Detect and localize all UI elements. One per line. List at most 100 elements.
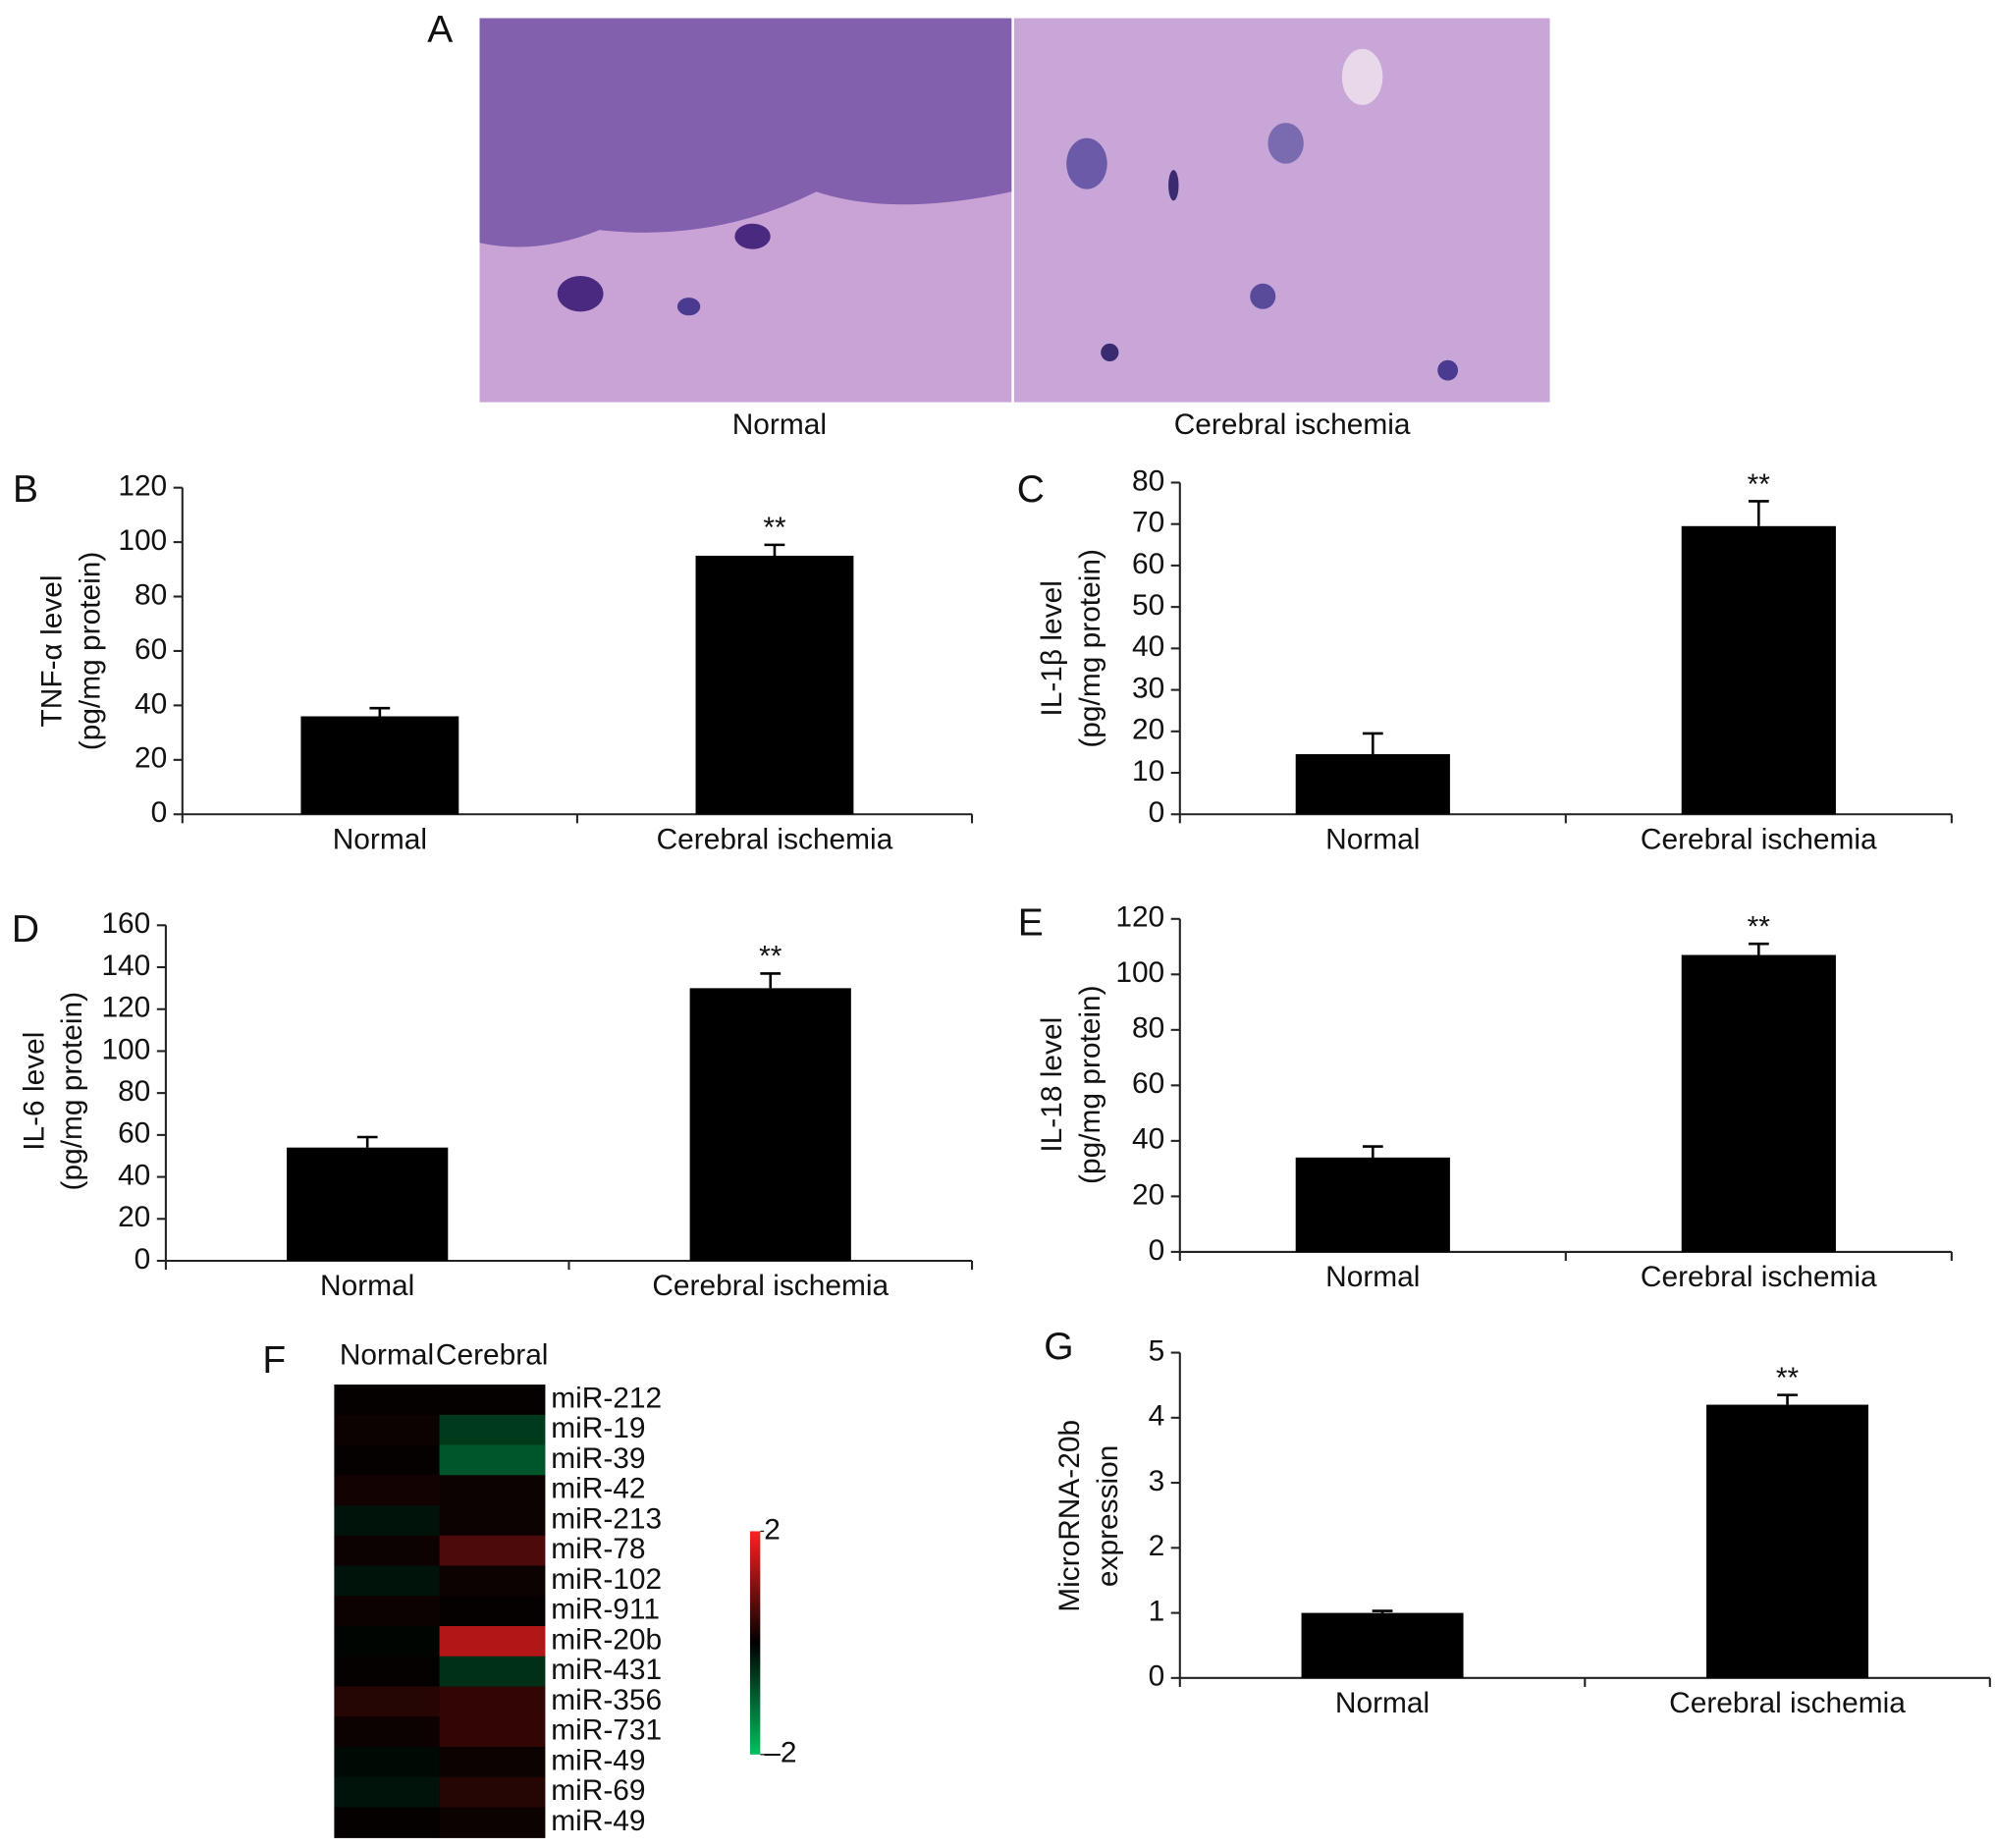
image-caption: Normal <box>732 408 827 441</box>
bar <box>1706 1404 1869 1678</box>
heatmap-cell <box>439 1505 546 1537</box>
image-caption: Cerebral ischemia <box>1174 408 1411 441</box>
x-tick-label: Normal <box>1335 1687 1429 1719</box>
y-tick-label: 60 <box>118 1117 150 1150</box>
panel-letter: C <box>1017 468 1045 511</box>
y-tick-label: 20 <box>135 742 167 775</box>
y-tick-label: 160 <box>101 907 150 940</box>
heatmap-cell <box>439 1626 546 1658</box>
y-tick-label: 1 <box>1149 1595 1165 1627</box>
x-tick-label: Cerebral ischemia <box>1669 1687 1906 1719</box>
heatmap-cell <box>439 1686 546 1717</box>
significance-label: ** <box>759 941 782 973</box>
heatmap-cell <box>439 1475 546 1506</box>
heatmap-cell <box>334 1505 441 1537</box>
heatmap-cell <box>334 1747 441 1778</box>
cell <box>1437 359 1459 381</box>
y-tick-label: 20 <box>1132 714 1164 746</box>
y-axis-label: (pg/mg protein) <box>56 992 88 1191</box>
y-tick-label: 70 <box>1132 507 1164 539</box>
heatmap-cell <box>334 1807 441 1838</box>
row-label: miR-20b <box>551 1623 662 1656</box>
significance-label: ** <box>1748 911 1771 944</box>
error-bar <box>369 706 391 717</box>
y-axis-label: IL-1β level <box>1036 580 1068 716</box>
heatmap-cell <box>334 1716 441 1748</box>
bar <box>1295 1157 1450 1252</box>
histology-image <box>1013 18 1550 403</box>
y-tick-label: 0 <box>135 1243 151 1276</box>
y-tick-label: 0 <box>1149 1660 1165 1693</box>
x-tick-label: Cerebral ischemia <box>657 823 893 855</box>
y-tick-label: 0 <box>1149 1234 1165 1267</box>
row-label: miR-42 <box>551 1473 645 1505</box>
error-bar <box>1777 1393 1798 1405</box>
y-tick-label: 60 <box>1132 1067 1164 1100</box>
heatmap-cell <box>334 1686 441 1717</box>
heatmap-cell <box>334 1535 441 1567</box>
error-bar <box>1362 732 1383 755</box>
bar <box>1681 525 1836 815</box>
heatmap-cell <box>334 1656 441 1688</box>
column-label: Cerebral <box>436 1338 549 1371</box>
heatmap-cell <box>334 1475 441 1506</box>
bar <box>287 1147 449 1261</box>
y-tick-label: 10 <box>1132 755 1164 788</box>
bar <box>1301 1612 1464 1678</box>
y-tick-label: 20 <box>118 1201 150 1233</box>
y-tick-label: 60 <box>135 633 167 666</box>
y-axis-label: TNF-α level <box>35 574 68 727</box>
x-tick-label: Normal <box>1325 1261 1420 1293</box>
y-axis-label: (pg/mg protein) <box>1074 985 1106 1184</box>
error-bar <box>760 972 782 989</box>
heatmap-cell <box>439 1444 546 1476</box>
row-label: miR-19 <box>551 1412 645 1444</box>
heatmap-cell <box>334 1626 441 1658</box>
panel-letter: F <box>262 1339 286 1382</box>
x-tick-label: Cerebral ischemia <box>1641 1261 1877 1293</box>
x-tick-label: Cerebral ischemia <box>652 1270 889 1302</box>
x-tick-label: Normal <box>320 1270 414 1302</box>
heatmap-cell <box>439 1414 546 1446</box>
row-label: miR-911 <box>551 1594 660 1626</box>
histology-panel: A Normal Cerebral ischemia <box>427 9 1550 441</box>
bar <box>1295 754 1450 815</box>
heatmap-cell <box>334 1444 441 1476</box>
panel-letter: A <box>427 9 453 51</box>
y-tick-label: 120 <box>1115 901 1164 934</box>
panel-letter: E <box>1018 902 1044 945</box>
cell <box>1101 343 1119 362</box>
y-tick-label: 120 <box>118 470 167 503</box>
colorbar <box>749 1531 761 1755</box>
heatmap-cell <box>439 1747 546 1778</box>
row-label: miR-39 <box>551 1442 645 1475</box>
error-bar <box>1362 1145 1383 1158</box>
y-tick-label: 4 <box>1149 1400 1165 1433</box>
heatmap-cell <box>334 1565 441 1597</box>
y-tick-label: 80 <box>1132 1012 1164 1045</box>
x-tick-label: Normal <box>1325 823 1420 855</box>
row-label: miR-731 <box>551 1714 662 1747</box>
row-label: miR-431 <box>551 1654 662 1686</box>
bar <box>689 988 851 1261</box>
cell <box>1168 170 1179 201</box>
cell <box>734 223 771 249</box>
row-label: miR-356 <box>551 1684 662 1716</box>
y-tick-label: 20 <box>1132 1178 1164 1211</box>
y-tick-label: 100 <box>1115 956 1164 989</box>
y-tick-label: 80 <box>1132 464 1164 497</box>
error-bar <box>1748 942 1769 955</box>
row-label: miR-213 <box>551 1502 662 1535</box>
y-tick-label: 40 <box>1132 1123 1164 1156</box>
heatmap-cell <box>334 1385 441 1416</box>
heatmap-cell <box>439 1716 546 1748</box>
y-axis-label: IL-6 level <box>18 1032 50 1151</box>
row-label: miR-212 <box>551 1382 662 1414</box>
cell <box>1267 123 1304 164</box>
significance-label: ** <box>1776 1362 1800 1394</box>
row-label: miR-69 <box>551 1774 645 1807</box>
y-tick-label: 140 <box>101 950 150 982</box>
heatmap-cell <box>439 1776 546 1809</box>
